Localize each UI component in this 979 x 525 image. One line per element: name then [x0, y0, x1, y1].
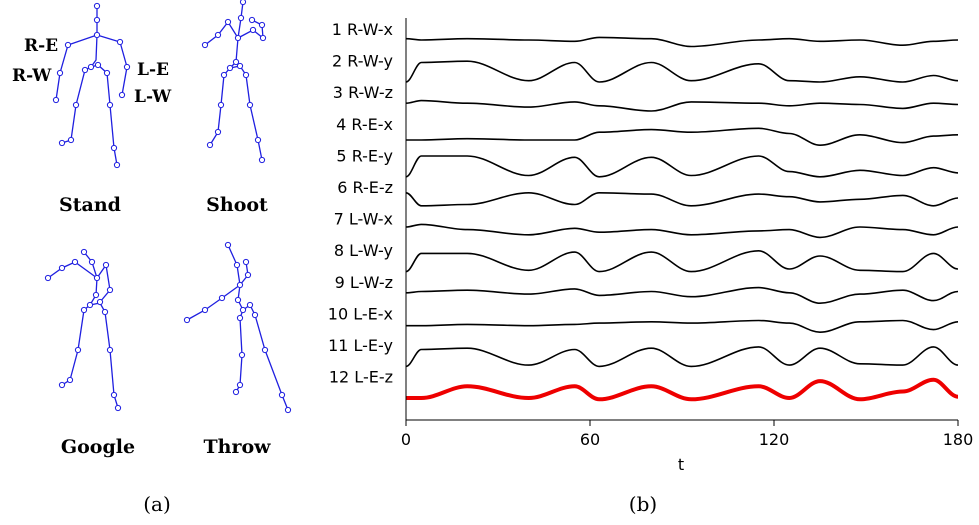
pose-label-shoot: Shoot — [206, 194, 268, 216]
series-label-5: 5 R-E-y — [336, 146, 393, 165]
x-tick-label-0: 0 — [401, 430, 411, 449]
series-line-2 — [405, 60, 959, 83]
series-label-2: 2 R-W-y — [332, 52, 393, 71]
pose-label-stand: Stand — [59, 194, 121, 216]
x-axis-label: t — [678, 455, 684, 474]
series-labels: 1 R-W-x 2 R-W-y 3 R-W-z 4 R-E-x 5 R-E-y 6 R-E… — [328, 20, 393, 387]
series-label-12: 12 L-E-z — [329, 368, 393, 387]
series-label-11: 11 L-E-y — [328, 336, 393, 355]
caption-a: (a) — [143, 492, 171, 516]
series-line-9 — [405, 286, 959, 304]
x-tick-label-1: 60 — [580, 430, 600, 449]
series-label-1: 1 R-W-x — [332, 20, 393, 39]
skeleton-google — [44, 248, 122, 412]
series-line-4 — [406, 127, 959, 146]
x-tick-label-3: 180 — [943, 430, 974, 449]
series-line-6 — [405, 192, 959, 207]
series-lines — [405, 36, 959, 402]
panel-b: 1 R-W-x 2 R-W-y 3 R-W-z 4 R-E-x 5 R-E-y 6 R-E… — [328, 18, 973, 516]
caption-b: (b) — [629, 492, 657, 516]
series-line-5 — [405, 155, 959, 178]
series-line-12 — [406, 377, 959, 402]
series-label-3: 3 R-W-z — [333, 83, 393, 102]
joint-label-le: L-E — [137, 60, 169, 80]
series-label-6: 6 R-E-z — [337, 178, 393, 197]
x-axis-ticks: 0 60 120 180 — [401, 420, 973, 449]
joint-label-lw: L-W — [134, 87, 172, 107]
panel-a: R-E R-W L-E L-W Stand Shoot — [12, 0, 292, 516]
series-line-7 — [405, 223, 959, 239]
skeleton-throw — [183, 241, 292, 414]
joint-label-rw: R-W — [12, 66, 52, 86]
series-label-9: 9 L-W-z — [335, 273, 393, 292]
skeleton-shoot — [201, 0, 267, 164]
series-label-4: 4 R-E-x — [336, 115, 393, 134]
series-line-8 — [405, 250, 959, 273]
series-line-3 — [405, 99, 959, 112]
series-label-8: 8 L-W-y — [334, 241, 393, 260]
pose-label-throw: Throw — [204, 436, 272, 458]
joint-label-re: R-E — [24, 36, 58, 56]
series-line-10 — [406, 319, 959, 333]
series-label-7: 7 L-W-x — [334, 210, 393, 229]
series-label-10: 10 L-E-x — [328, 304, 393, 323]
x-tick-label-2: 120 — [759, 430, 790, 449]
series-line-11 — [405, 346, 959, 368]
series-line-1 — [405, 36, 959, 48]
pose-label-google: Google — [61, 436, 135, 458]
skeleton-stand — [52, 2, 131, 169]
